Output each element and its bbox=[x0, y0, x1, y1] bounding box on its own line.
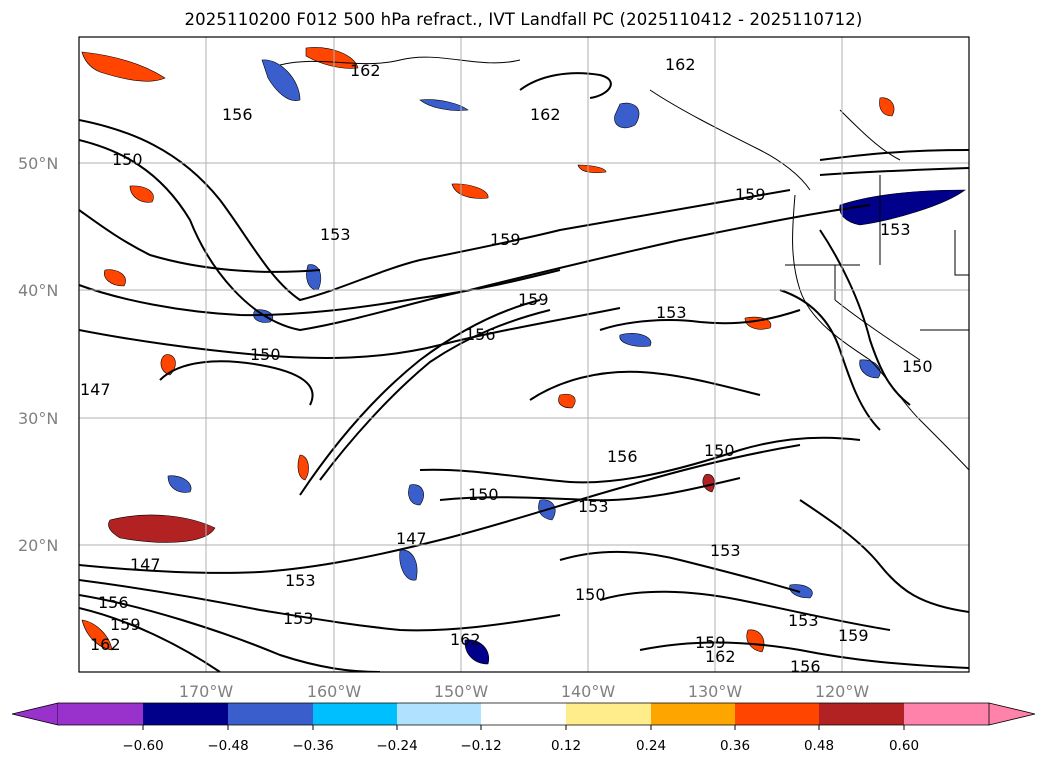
contour-label: 153 bbox=[578, 497, 609, 516]
contour-label: 159 bbox=[518, 290, 549, 309]
colorbar-extend-min bbox=[11, 702, 59, 726]
contour-label: 159 bbox=[735, 185, 766, 204]
contour-label: 150 bbox=[902, 357, 933, 376]
contour-label: 153 bbox=[656, 303, 687, 322]
lat-label: 50°N bbox=[18, 154, 58, 173]
contour-label: 159 bbox=[695, 633, 726, 652]
map-area bbox=[79, 37, 969, 672]
contour-label: 153 bbox=[788, 611, 819, 630]
colorbar-segment bbox=[143, 703, 228, 725]
contour-labels: 162 162 156 150 153 162 159 159 153 156 … bbox=[80, 55, 933, 676]
contour-label: 150 bbox=[468, 485, 499, 504]
contour-label: 153 bbox=[285, 571, 316, 590]
map-title: 2025110200 F012 500 hPa refract., IVT La… bbox=[184, 10, 863, 29]
graticule bbox=[79, 37, 969, 672]
contour-label: 159 bbox=[838, 626, 869, 645]
contour-label: 162 bbox=[90, 635, 121, 654]
refractivity-contours bbox=[79, 72, 969, 672]
lon-label: 170°W bbox=[179, 682, 234, 701]
colorbar-segment bbox=[651, 703, 735, 725]
contour-label: 150 bbox=[575, 585, 606, 604]
lon-label: 130°W bbox=[688, 682, 743, 701]
contour-label: 162 bbox=[530, 105, 561, 124]
contour-label: 162 bbox=[450, 630, 481, 649]
lat-label: 40°N bbox=[18, 281, 58, 300]
contour-label: 162 bbox=[705, 647, 736, 666]
map-frame bbox=[78, 36, 970, 673]
colorbar-segment bbox=[397, 703, 481, 725]
coastlines bbox=[279, 56, 969, 471]
contour-label: 156 bbox=[790, 657, 821, 676]
contour-label: 159 bbox=[110, 615, 141, 634]
contour-label: 153 bbox=[283, 609, 314, 628]
lat-label: 30°N bbox=[18, 409, 58, 428]
colorbar-tick-label: −0.24 bbox=[376, 738, 417, 754]
lon-label: 150°W bbox=[434, 682, 489, 701]
lon-label: 160°W bbox=[307, 682, 362, 701]
contour-label: 159 bbox=[490, 230, 521, 249]
colorbar-tick-label: −0.12 bbox=[460, 738, 501, 754]
contour-label: 150 bbox=[250, 345, 281, 364]
contour-label: 147 bbox=[396, 529, 427, 548]
contour-label: 150 bbox=[112, 150, 143, 169]
colorbar-segment bbox=[735, 703, 819, 725]
colorbar-segment bbox=[58, 703, 143, 725]
colorbar: −0.60 −0.48 −0.36 −0.24 −0.12 0.12 0.24 … bbox=[11, 702, 1036, 754]
colorbar-extend-max bbox=[988, 702, 1036, 726]
contour-label: 153 bbox=[320, 225, 351, 244]
contour-label: 153 bbox=[880, 220, 911, 239]
contour-label: 150 bbox=[704, 441, 735, 460]
colorbar-segment bbox=[566, 703, 651, 725]
contour-label: 162 bbox=[665, 55, 696, 74]
colorbar-tick-label: 0.60 bbox=[889, 738, 919, 754]
contour-label: 156 bbox=[465, 325, 496, 344]
contour-label: 156 bbox=[607, 447, 638, 466]
colorbar-segment bbox=[481, 703, 566, 725]
colorbar-tick-label: 0.48 bbox=[804, 738, 834, 754]
colorbar-tick-label: −0.60 bbox=[122, 738, 163, 754]
map-content: 162 162 156 150 153 162 159 159 153 156 … bbox=[79, 37, 969, 676]
colorbar-tick-label: 0.24 bbox=[636, 738, 666, 754]
contour-label: 147 bbox=[80, 380, 111, 399]
colorbar-tick-label: 0.12 bbox=[551, 738, 581, 754]
colorbar-segment bbox=[904, 703, 989, 725]
contour-label: 162 bbox=[350, 61, 381, 80]
latitude-labels: 50°N 40°N 30°N 20°N bbox=[18, 154, 58, 555]
lon-label: 140°W bbox=[561, 682, 616, 701]
contour-label: 147 bbox=[130, 555, 161, 574]
colorbar-segment bbox=[313, 703, 397, 725]
contour-label: 156 bbox=[98, 593, 129, 612]
lon-label: 120°W bbox=[815, 682, 870, 701]
longitude-labels: 170°W 160°W 150°W 140°W 130°W 120°W bbox=[179, 682, 870, 701]
colorbar-tick-label: 0.36 bbox=[720, 738, 750, 754]
contour-label: 153 bbox=[710, 541, 741, 560]
lat-label: 20°N bbox=[18, 536, 58, 555]
anomaly-patches bbox=[81, 47, 966, 665]
colorbar-tick-label: −0.48 bbox=[207, 738, 248, 754]
colorbar-ticks bbox=[142, 725, 905, 730]
colorbar-segment bbox=[228, 703, 313, 725]
colorbar-segment bbox=[819, 703, 904, 725]
colorbar-tick-label: −0.36 bbox=[292, 738, 333, 754]
contour-label: 156 bbox=[222, 105, 253, 124]
